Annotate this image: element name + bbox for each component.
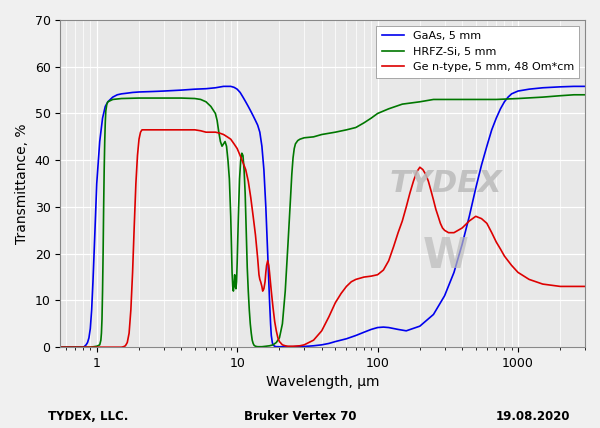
HRFZ-Si, 5 mm [239, 153, 247, 158]
Ge n-type, 5 mm, 48 Om*cm [581, 284, 589, 289]
HRFZ-Si, 5 mm [212, 111, 219, 116]
Text: 19.08.2020: 19.08.2020 [496, 410, 570, 423]
Text: TYDEX: TYDEX [389, 169, 502, 198]
X-axis label: Wavelength, μm: Wavelength, μm [266, 375, 379, 389]
Ge n-type, 5 mm, 48 Om*cm [56, 345, 64, 350]
Y-axis label: Transmittance, %: Transmittance, % [15, 123, 29, 244]
Legend: GaAs, 5 mm, HRFZ-Si, 5 mm, Ge n-type, 5 mm, 48 Om*cm: GaAs, 5 mm, HRFZ-Si, 5 mm, Ge n-type, 5 … [376, 26, 580, 78]
HRFZ-Si, 5 mm [514, 96, 521, 101]
GaAs, 5 mm [118, 91, 125, 96]
Text: Bruker Vertex 70: Bruker Vertex 70 [244, 410, 356, 423]
HRFZ-Si, 5 mm [93, 344, 100, 349]
Line: Ge n-type, 5 mm, 48 Om*cm: Ge n-type, 5 mm, 48 Om*cm [60, 130, 585, 347]
HRFZ-Si, 5 mm [218, 144, 226, 149]
Ge n-type, 5 mm, 48 Om*cm [557, 284, 564, 289]
Ge n-type, 5 mm, 48 Om*cm [406, 190, 413, 196]
HRFZ-Si, 5 mm [570, 92, 577, 97]
GaAs, 5 mm [267, 321, 274, 327]
GaAs, 5 mm [56, 345, 64, 350]
Text: TYDEX, LLC.: TYDEX, LLC. [48, 410, 128, 423]
Ge n-type, 5 mm, 48 Om*cm [276, 339, 283, 344]
Ge n-type, 5 mm, 48 Om*cm [247, 195, 254, 200]
Ge n-type, 5 mm, 48 Om*cm [508, 263, 515, 268]
Ge n-type, 5 mm, 48 Om*cm [271, 319, 278, 324]
GaAs, 5 mm [497, 106, 504, 111]
HRFZ-Si, 5 mm [430, 97, 437, 102]
GaAs, 5 mm [93, 181, 100, 186]
Ge n-type, 5 mm, 48 Om*cm [139, 127, 146, 132]
Line: HRFZ-Si, 5 mm: HRFZ-Si, 5 mm [60, 95, 585, 347]
Text: W: W [423, 235, 469, 276]
Line: GaAs, 5 mm: GaAs, 5 mm [60, 86, 585, 347]
GaAs, 5 mm [245, 104, 252, 109]
HRFZ-Si, 5 mm [581, 92, 589, 97]
GaAs, 5 mm [220, 84, 227, 89]
GaAs, 5 mm [581, 84, 589, 89]
HRFZ-Si, 5 mm [56, 345, 64, 350]
GaAs, 5 mm [91, 247, 98, 252]
